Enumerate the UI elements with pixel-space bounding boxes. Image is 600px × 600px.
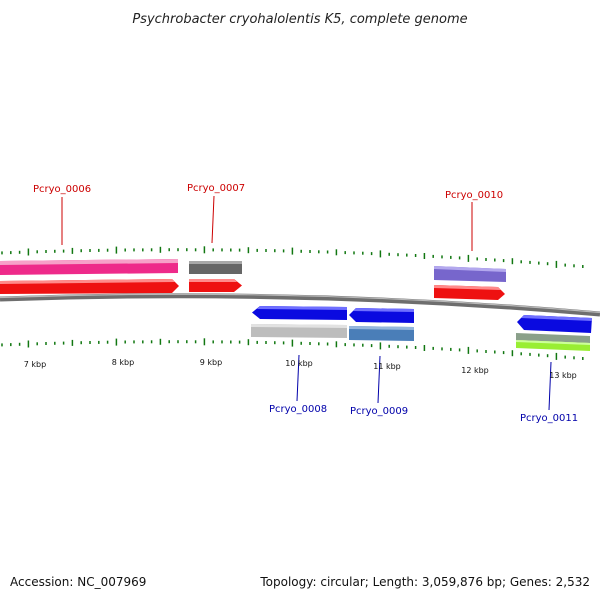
gene-label-pcryo-0006[interactable]: Pcryo_0006 [33,184,91,195]
chromosome-backbone-highlight [0,293,600,314]
tick-label-13kbp: 13 kbp [549,371,577,380]
gene-label-pcryo-0009[interactable]: Pcryo_0009 [350,406,408,417]
gene-arrow-highlight [0,279,175,284]
gene-bar-purple-highlight [434,266,506,272]
gene-arrow-highlight [434,285,501,290]
gene-arrow-highlight [521,315,592,321]
gene-label-pcryo-0011[interactable]: Pcryo_0011 [520,413,578,424]
leader-line-pcryo-0011 [548,361,552,411]
accession-text: Accession: NC_007969 [10,575,146,589]
forward-strand [0,259,506,300]
lower-tick-row [1,338,584,360]
map-title: Psychrobacter cryohalolentis K5, complet… [132,12,467,27]
kbp-tick-labels: 7 kbp 8 kbp 9 kbp 10 kbp 11 kbp 12 kbp 1… [24,358,577,380]
genome-summary-text: Topology: circular; Length: 3,059,876 bp… [259,575,590,589]
gene-arrow-pcryo-0009[interactable] [349,308,414,323]
leader-line-pcryo-0007 [211,195,215,244]
gene-label-pcryo-0008[interactable]: Pcryo_0008 [269,404,327,415]
gene-bar-gray-green[interactable] [516,333,590,343]
gene-bar-steel-blue-highlight [349,326,414,330]
gene-bar-gray-highlight [189,261,242,264]
gene-label-pcryo-0007[interactable]: Pcryo_0007 [187,183,245,194]
tick-label-12kbp: 12 kbp [461,366,489,375]
tick-label-7kbp: 7 kbp [24,360,46,369]
tick-label-9kbp: 9 kbp [200,358,222,367]
reverse-strand [251,306,592,351]
gene-bar-pink-highlight [0,259,178,265]
gene-bar-lime-highlight [516,340,590,345]
gene-arrow-highlight [353,308,414,312]
chromosome-backbone [0,293,600,317]
gene-labels: Pcryo_0006 Pcryo_0007 Pcryo_0010 Pcryo_0… [33,183,578,424]
gene-bar-gray[interactable] [189,261,242,274]
leader-line-pcryo-0008 [296,354,300,402]
tick-label-8kbp: 8 kbp [112,358,134,367]
gene-label-pcryo-0010[interactable]: Pcryo_0010 [445,190,503,201]
gene-bar-light-gray-highlight [251,324,347,328]
tick-label-11kbp: 11 kbp [373,362,401,371]
gene-arrow-highlight [257,306,347,310]
leader-line-pcryo-0009 [377,355,381,404]
gene-arrow-pcryo-0007[interactable] [189,279,242,292]
tick-label-10kbp: 10 kbp [285,359,313,368]
gene-leader-lines [61,195,552,411]
upper-tick-row [1,246,584,268]
gene-arrow-highlight [189,279,237,282]
